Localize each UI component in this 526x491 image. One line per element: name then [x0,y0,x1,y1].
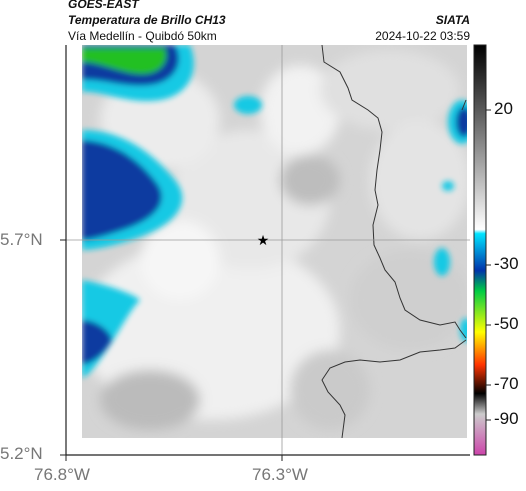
department-borders [321,45,467,438]
x-tick-label: 76.8°W [34,465,90,484]
product-title: Temperatura de Brillo CH13 [68,13,226,27]
region-label: Vía Medellín - Quibdó 50km [68,29,217,43]
y-tick-label: 5.2°N [0,444,43,463]
agency-label: SIATA [435,13,470,27]
colorbar-label: -90 [494,409,519,428]
colorbar-label: 20 [494,99,513,118]
y-tick-label: 5.7°N [0,230,43,249]
colorbar-label: -70 [494,374,519,393]
satellite-imagery [82,45,467,438]
cold-cloud-tops [82,45,467,378]
colorbar [473,44,487,456]
satellite-label: GOES-EAST [68,0,139,11]
colorbar-label: -30 [494,254,519,273]
star-icon: ★ [257,233,270,249]
x-tick-label: 76.3°W [252,465,308,484]
datetime-label: 2024-10-22 03:59 [375,29,470,43]
colorbar-label: -50 [494,314,519,333]
